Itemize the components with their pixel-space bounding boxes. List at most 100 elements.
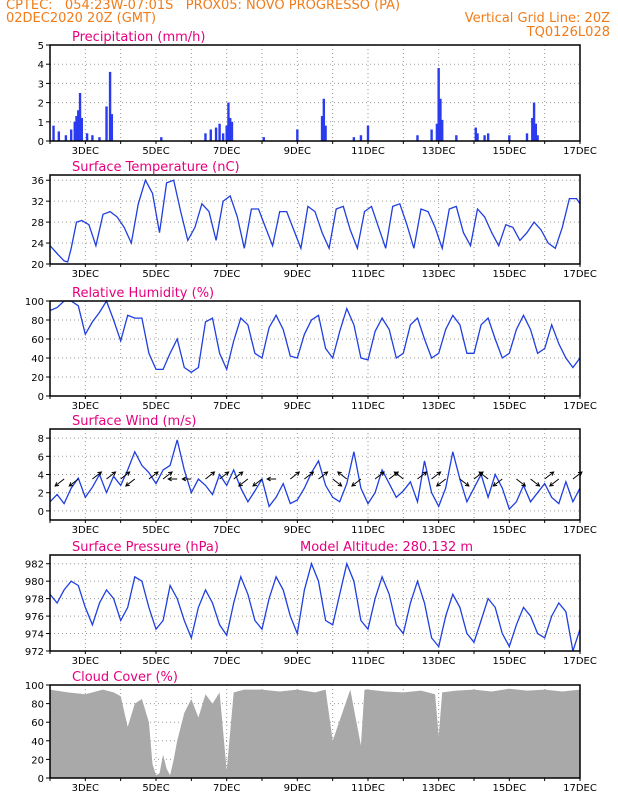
panel-frame	[49, 554, 581, 652]
wind-arrow	[219, 471, 229, 480]
wind-arrow	[516, 478, 526, 487]
x-tick-label: 15DEC	[492, 656, 526, 667]
y-tick-label: 20	[31, 260, 44, 271]
wind-arrow-head	[435, 482, 441, 487]
y-tick-label: 100	[25, 297, 44, 308]
y-tick-label: 100	[25, 681, 44, 692]
x-tick-label: 17DEC	[563, 146, 597, 157]
wind-arrow-head	[153, 471, 159, 476]
y-tick-label: 60	[31, 335, 44, 346]
x-tick-label: 15DEC	[492, 525, 526, 536]
precip-bar	[320, 116, 324, 141]
wind-arrow	[436, 478, 447, 487]
wind-arrow-head	[224, 471, 230, 476]
precip-bar	[416, 135, 419, 141]
precip-bar	[536, 135, 539, 141]
precip-bar	[160, 137, 163, 141]
x-tick-label: 5DEC	[142, 656, 169, 667]
precip-bar	[225, 125, 228, 141]
wind-arrow-head	[295, 471, 301, 476]
wind-arrow	[544, 471, 554, 480]
wind-arrow-head	[548, 482, 554, 487]
x-tick-label: 15DEC	[492, 146, 526, 157]
wind-arrow	[337, 471, 348, 480]
x-tick-label: 3DEC	[72, 656, 99, 667]
wind-arrow	[431, 471, 441, 480]
x-tick-label: 5DEC	[142, 525, 169, 536]
x-tick-label: 9DEC	[284, 783, 311, 794]
y-tick-label: 40	[31, 354, 44, 365]
x-tick-label: 11DEC	[351, 525, 385, 536]
x-tick-label: 9DEC	[284, 401, 311, 412]
wind-arrow-head	[252, 482, 258, 487]
wind-arrow	[106, 471, 116, 480]
x-tick-label: 7DEC	[213, 525, 240, 536]
x-tick-label: 17DEC	[563, 783, 597, 794]
y-tick-label: 8	[38, 434, 44, 445]
precip-bar	[209, 129, 212, 141]
y-tick-label: 80	[31, 700, 44, 711]
wind-arrow-head	[238, 471, 244, 476]
y-tick-label: 80	[31, 316, 44, 327]
x-tick-label: 11DEC	[351, 783, 385, 794]
wind-arrow-head	[54, 482, 60, 487]
wind-arrow	[252, 478, 263, 487]
precip-bar	[230, 121, 234, 141]
x-tick-label: 7DEC	[213, 656, 240, 667]
y-tick-label: 60	[31, 718, 44, 729]
precip-bar	[531, 117, 534, 141]
wind-arrow	[92, 471, 102, 480]
x-tick-label: 17DEC	[563, 269, 597, 280]
y-tick-label: 2	[38, 489, 44, 500]
wind-arrow	[351, 478, 362, 487]
x-tick-label: 11DEC	[351, 146, 385, 157]
y-tick-label: 0	[38, 137, 44, 148]
wind-arrow	[304, 471, 314, 480]
y-tick-label: 2	[38, 99, 44, 110]
panel-title: Surface Wind (m/s)	[72, 414, 196, 429]
x-tick-label: 3DEC	[72, 525, 99, 536]
precip-bar	[85, 133, 89, 141]
precip-bar	[227, 102, 230, 141]
y-tick-label: 976	[25, 612, 44, 623]
wind-arrow	[417, 471, 427, 480]
wind-arrow	[492, 478, 503, 487]
x-tick-label: 5DEC	[142, 269, 169, 280]
wind-arrow-head	[549, 471, 555, 476]
precip-bar	[110, 114, 114, 141]
panel-annotation: Model Altitude: 280.132 m	[300, 540, 473, 555]
y-tick-label: 20	[31, 755, 44, 766]
wind-arrow	[374, 471, 385, 480]
x-tick-label: 3DEC	[72, 783, 99, 794]
y-tick-label: 0	[38, 774, 44, 785]
panel-title: Relative Humidity (%)	[72, 286, 214, 301]
wind-arrow-head	[111, 471, 117, 476]
wind-arrow-head	[238, 482, 243, 487]
y-tick-label: 978	[25, 595, 44, 606]
x-tick-label: 9DEC	[284, 269, 311, 280]
precip-bar	[483, 135, 486, 141]
x-tick-label: 7DEC	[213, 401, 240, 412]
precip-bar	[108, 71, 112, 141]
precip-bar	[52, 125, 55, 141]
wind-arrow-head	[68, 482, 74, 487]
y-tick-label: 4	[38, 60, 44, 71]
wind-arrow	[388, 471, 399, 480]
precip-bar	[214, 127, 218, 141]
y-tick-label: 982	[25, 560, 44, 571]
y-tick-label: 36	[31, 176, 44, 187]
wind-arrow-head	[125, 471, 131, 476]
header-model-code: TQ0126L028	[526, 25, 610, 40]
wind-arrow-head	[309, 471, 315, 476]
y-tick-label: 3	[38, 79, 44, 90]
panel-frame	[49, 684, 581, 779]
precip-bar	[262, 137, 265, 141]
wind-arrow-head	[464, 482, 470, 487]
y-tick-label: 28	[31, 218, 44, 229]
y-tick-label: 0	[38, 507, 44, 518]
wind-arrow-head	[380, 471, 385, 476]
precip-bar	[430, 129, 433, 141]
wind-arrow-head	[336, 471, 342, 476]
wind-arrow-head	[393, 471, 399, 476]
